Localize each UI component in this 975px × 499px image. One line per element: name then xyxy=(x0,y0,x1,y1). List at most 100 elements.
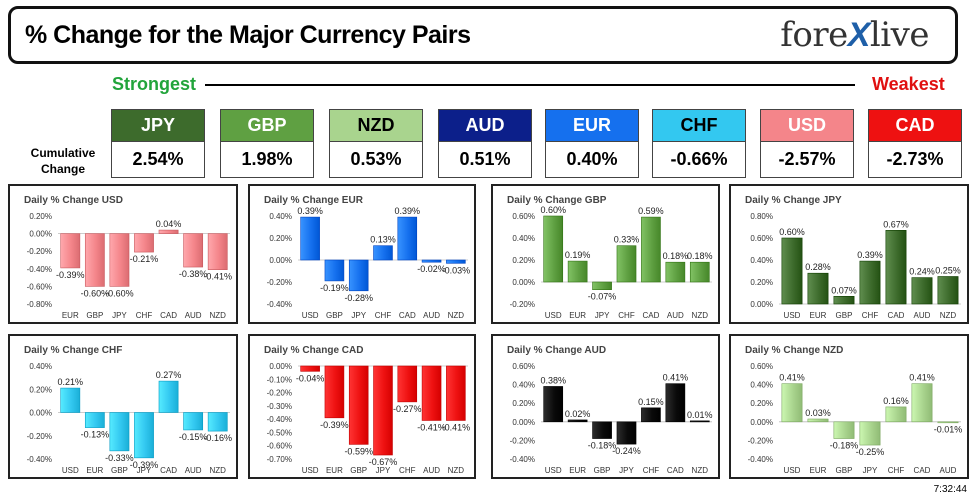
data-label: -0.13% xyxy=(81,430,110,440)
data-label: 0.01% xyxy=(687,410,713,420)
y-tick-label: 0.00% xyxy=(512,418,535,427)
x-tick-label: CAD xyxy=(888,311,905,320)
x-tick-label: NZD xyxy=(209,466,226,475)
x-tick-label: EUR xyxy=(62,311,79,320)
x-tick-label: USD xyxy=(784,311,801,320)
bar-aud xyxy=(937,421,959,424)
data-label: 0.59% xyxy=(638,206,664,216)
data-label: 0.41% xyxy=(779,373,805,383)
x-tick-label: JPY xyxy=(376,466,391,475)
x-tick-label: CAD xyxy=(667,466,684,475)
bar-gbp xyxy=(592,421,612,439)
chart-jpy: Daily % Change JPY 0.80% 0.60% 0.40% 0.20% 0.… xyxy=(745,195,961,320)
currency-header-cad: CAD xyxy=(868,109,962,142)
data-label: 0.02% xyxy=(565,409,591,419)
y-tick-label: 0.20% xyxy=(512,256,535,265)
data-label: 0.27% xyxy=(156,370,182,380)
data-label: -0.15% xyxy=(179,432,208,442)
y-tick-label: 0.00% xyxy=(750,418,773,427)
strongest-label: Strongest xyxy=(112,74,197,94)
x-tick-label: CAD xyxy=(160,466,177,475)
bar-usd xyxy=(60,387,81,413)
data-label: 0.21% xyxy=(58,377,84,387)
x-tick-label: EUR xyxy=(569,466,586,475)
bar-jpy xyxy=(616,421,637,445)
bar-usd xyxy=(781,383,803,423)
x-tick-label: EUR xyxy=(326,466,343,475)
data-label: -0.28% xyxy=(344,293,373,303)
chart-chf: Daily % Change CHF 0.40% 0.20% 0.00% -0.20% -… xyxy=(24,345,232,475)
x-tick-label: CHF xyxy=(862,311,879,320)
currency-header-jpy: JPY xyxy=(111,109,205,142)
x-tick-label: CHF xyxy=(136,311,153,320)
y-tick-label: 0.00% xyxy=(269,256,292,265)
bar-gbp xyxy=(833,421,855,439)
y-tick-label: -0.30% xyxy=(267,402,292,411)
x-tick-label: GBP xyxy=(111,466,128,475)
y-tick-label: 0.00% xyxy=(29,230,52,239)
logo-x-mark: X xyxy=(847,16,871,54)
y-tick-label: 0.80% xyxy=(750,212,773,221)
data-label: -0.39% xyxy=(56,270,85,280)
data-label: 0.38% xyxy=(540,375,566,385)
x-tick-label: EUR xyxy=(569,311,586,320)
chart-panel-cad: Daily % Change CAD 0.00% -0.10% -0.20% -0.30… xyxy=(248,334,476,479)
data-label: -0.01% xyxy=(934,425,963,435)
data-label: -0.21% xyxy=(130,254,159,264)
bar-cad xyxy=(158,229,179,234)
bar-nzd xyxy=(446,365,466,421)
chart-nzd: Daily % Change NZD 0.60% 0.40% 0.20% 0.00% -0… xyxy=(745,345,963,475)
currency-header-gbp: GBP xyxy=(220,109,314,142)
bar-nzd xyxy=(937,276,959,305)
data-label: -0.33% xyxy=(105,453,134,463)
bar-jpy xyxy=(592,281,612,290)
x-tick-label: EUR xyxy=(86,466,103,475)
bar-nzd xyxy=(689,420,710,423)
bar-eur xyxy=(807,272,829,305)
data-label: 0.19% xyxy=(565,250,591,260)
y-tick-label: -0.40% xyxy=(267,300,292,309)
data-label: 0.28% xyxy=(805,262,831,272)
data-label: -0.60% xyxy=(81,288,110,298)
y-tick-label: -0.20% xyxy=(748,436,773,445)
bar-nzd xyxy=(207,233,228,270)
y-tick-label: 0.60% xyxy=(512,212,535,221)
cumulative-value-aud: 0.51% xyxy=(438,142,532,178)
chart-panel-jpy: Daily % Change JPY 0.80% 0.60% 0.40% 0.20% 0.… xyxy=(729,184,969,324)
y-tick-label: -0.20% xyxy=(510,436,535,445)
chart-panel-gbp: Daily % Change GBP 0.60% 0.40% 0.20% 0.00% -0… xyxy=(491,184,720,324)
x-tick-label: CHF xyxy=(618,311,635,320)
bar-usd xyxy=(781,237,803,305)
data-label: -0.39% xyxy=(320,420,349,430)
bar-cad xyxy=(641,216,661,283)
currency-header-nzd: NZD xyxy=(329,109,423,142)
x-tick-label: NZD xyxy=(692,311,709,320)
bar-nzd xyxy=(689,261,710,283)
data-label: 0.18% xyxy=(663,251,689,261)
data-label: 0.39% xyxy=(857,250,883,260)
data-label: 0.24% xyxy=(909,267,935,277)
x-tick-label: EUR xyxy=(810,466,827,475)
x-tick-label: EUR xyxy=(810,311,827,320)
chart-title: Daily % Change NZD xyxy=(745,345,843,356)
bar-cad xyxy=(911,383,933,423)
bar-cad xyxy=(885,229,907,305)
x-tick-label: USD xyxy=(302,466,319,475)
x-tick-label: AUD xyxy=(940,466,957,475)
cumulative-label-line1: Cumulative xyxy=(30,146,96,160)
data-label: -0.24% xyxy=(612,446,641,456)
timestamp: 7:32:44 xyxy=(933,484,967,495)
bar-chf xyxy=(885,406,907,423)
header-banner: % Change for the Major Currency Pairs fo… xyxy=(8,6,958,64)
bar-jpy xyxy=(859,421,881,446)
cumulative-value-jpy: 2.54% xyxy=(111,142,205,178)
bar-usd xyxy=(300,216,320,261)
x-tick-label: JPY xyxy=(137,466,152,475)
bar-chf xyxy=(397,365,418,403)
x-tick-label: GBP xyxy=(836,311,853,320)
bar-cad xyxy=(158,380,179,413)
y-tick-label: -0.20% xyxy=(27,247,52,256)
x-tick-label: AUD xyxy=(185,466,202,475)
bar-jpy xyxy=(348,259,369,292)
data-label: -0.03% xyxy=(442,265,471,275)
